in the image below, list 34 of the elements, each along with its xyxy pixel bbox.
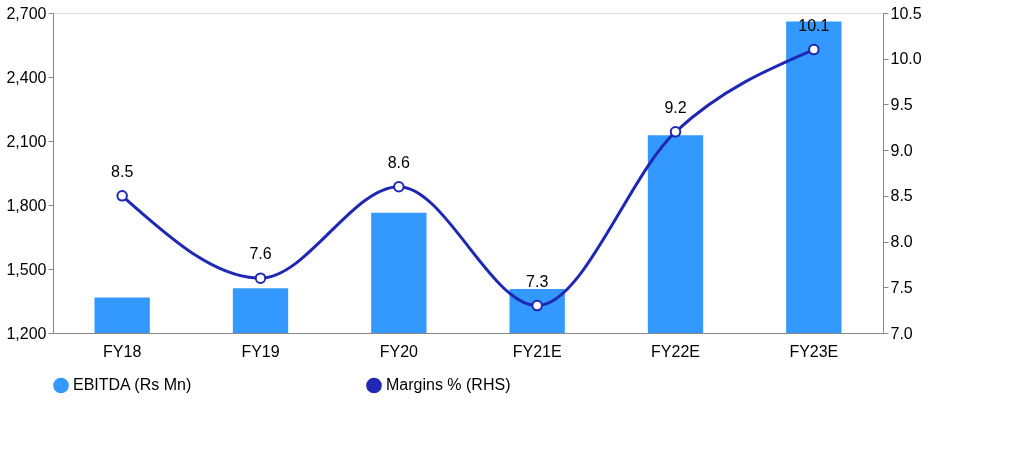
y-tick-label: 1,800 xyxy=(6,196,47,214)
data-label: 8.6 xyxy=(387,153,411,171)
y2-tick-label: 10.0 xyxy=(890,50,922,68)
x-tick-label: FY19 xyxy=(241,342,280,360)
data-label: 7.6 xyxy=(249,245,272,263)
y2-tick-label: 10.5 xyxy=(890,4,922,22)
y2-tick-label: 9.0 xyxy=(890,141,913,159)
x-tick-label: FY23E xyxy=(789,342,839,360)
x-tick-label: FY18 xyxy=(103,342,142,360)
y-tick-label: 2,400 xyxy=(6,68,47,86)
y-tick-label: 2,700 xyxy=(6,4,47,22)
x-tick-label: FY22E xyxy=(651,342,700,360)
point xyxy=(116,190,128,202)
y-tick-label: 1,200 xyxy=(6,324,47,342)
y2-tick-label: 9.5 xyxy=(890,95,913,113)
x-tick-label: FY21E xyxy=(512,342,562,360)
data-label: 9.2 xyxy=(664,98,687,116)
y2-tick-label: 7.5 xyxy=(890,278,913,296)
legend-label: EBITDA (Rs Mn) xyxy=(73,376,192,394)
y-tick-label: 1,500 xyxy=(6,260,47,278)
data-label: 8.5 xyxy=(111,162,134,180)
y2-tick-label: 8.0 xyxy=(890,233,913,251)
data-label: 7.3 xyxy=(526,272,549,290)
y-tick-label: 2,100 xyxy=(6,132,47,150)
point xyxy=(808,43,820,56)
point xyxy=(254,272,267,284)
point xyxy=(669,126,682,138)
data-label: 10.1 xyxy=(798,16,830,34)
x-tick-label: FY20 xyxy=(379,342,419,360)
y2-tick-label: 7.0 xyxy=(890,324,913,342)
legend-label: Margins % (RHS) xyxy=(386,376,511,394)
point xyxy=(393,180,405,193)
point xyxy=(531,299,543,312)
y2-tick-label: 8.5 xyxy=(890,187,913,205)
